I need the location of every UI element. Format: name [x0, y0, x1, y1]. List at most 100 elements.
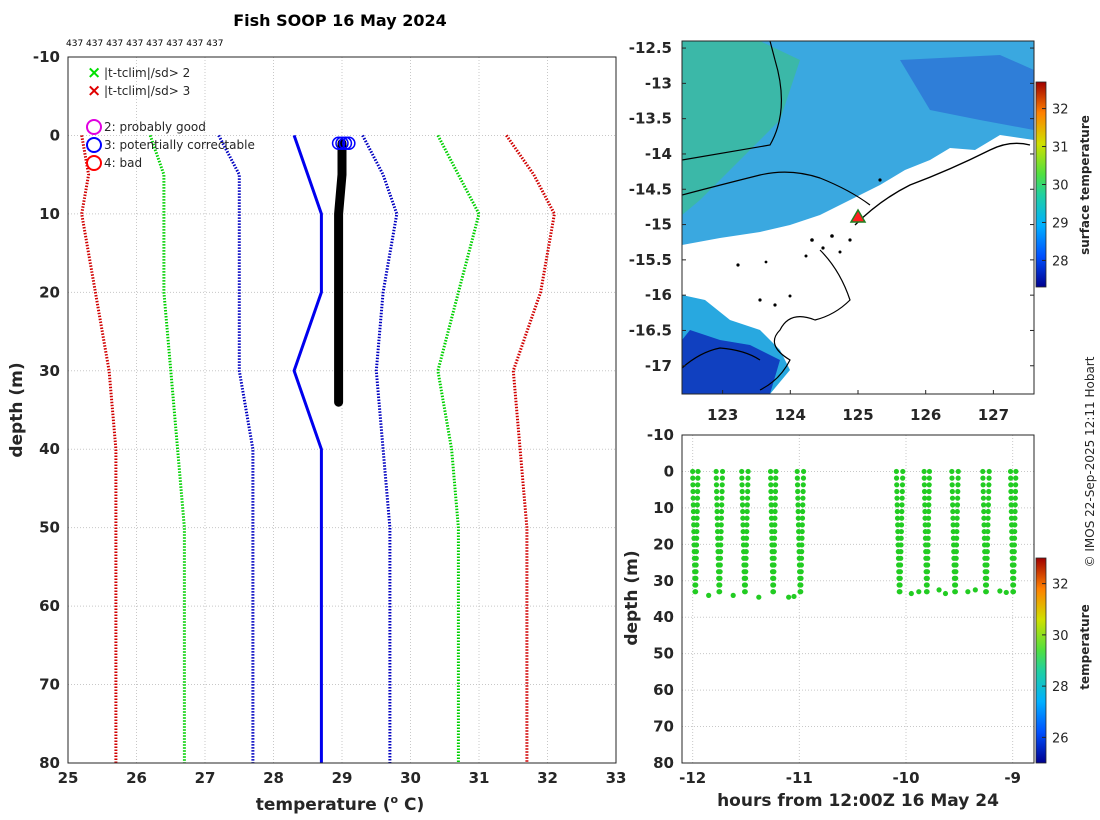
- ts-point: [954, 522, 960, 528]
- ts-point: [984, 549, 990, 555]
- ts-point: [984, 555, 990, 561]
- ts-point: [1011, 575, 1017, 581]
- ts-ytick-label: -10: [647, 426, 674, 444]
- flagged-point: [342, 136, 356, 151]
- ts-point: [985, 515, 991, 521]
- ts-point: [739, 495, 745, 501]
- ts-point: [742, 589, 748, 595]
- ts-point: [799, 535, 805, 541]
- ts-point: [955, 495, 961, 501]
- map-ytick-label: -16.5: [629, 321, 672, 339]
- ts-point: [1008, 508, 1014, 515]
- ts-point: [768, 502, 774, 508]
- ts-point: [953, 542, 960, 548]
- profile-xtick-label: 28: [263, 769, 284, 787]
- ts-point: [693, 589, 699, 595]
- profile-series-observed-profiles: [334, 138, 347, 407]
- ts-point: [985, 495, 992, 501]
- ts-point: [894, 482, 900, 488]
- ts-point: [898, 549, 904, 555]
- ts-point: [985, 508, 991, 515]
- islands: [736, 178, 882, 307]
- profile-series-clim-mean: [292, 134, 323, 763]
- ts-point: [771, 582, 777, 588]
- profile-ytick-label: 40: [39, 440, 60, 458]
- ts-point: [985, 502, 992, 508]
- ts-point: [925, 528, 931, 535]
- ts-point: [717, 575, 723, 581]
- ts-point: [719, 482, 725, 488]
- ts-point: [926, 482, 932, 488]
- ts-point: [743, 555, 749, 561]
- ts-point: [894, 488, 900, 495]
- ts-point: [801, 468, 807, 475]
- timeseries-xlabel: hours from 12:00Z 16 May 24: [717, 791, 999, 811]
- ts-point: [949, 488, 955, 495]
- map-ytick-label: -12.5: [629, 39, 672, 57]
- profile-ytick-label: -10: [33, 48, 60, 66]
- ts-point: [693, 555, 699, 561]
- ts-point: [800, 508, 806, 515]
- ts-point: [798, 575, 804, 581]
- ts-point: [1011, 569, 1017, 575]
- map-xtick-label: 126: [910, 406, 941, 424]
- ts-point: [950, 515, 956, 521]
- ts-point: [972, 587, 978, 593]
- ts-point: [898, 535, 904, 541]
- ts-point: [791, 593, 797, 600]
- ts-point: [955, 475, 961, 481]
- ts-ytick-label: 50: [653, 645, 674, 663]
- ts-point: [984, 575, 990, 581]
- ts-point: [953, 562, 959, 568]
- ts-point: [718, 522, 724, 528]
- legend-marker-label: |t-tclim|/sd> 2: [104, 66, 190, 80]
- ts-point: [1011, 555, 1017, 561]
- ts-point: [745, 468, 751, 475]
- ts-point: [921, 475, 927, 481]
- ts-point: [718, 542, 724, 548]
- ts-point: [924, 569, 931, 575]
- ts-point: [772, 522, 778, 528]
- legend-flag-label: 4: bad: [104, 156, 142, 170]
- map-ytick-label: -13: [645, 74, 672, 92]
- ts-point: [925, 515, 932, 521]
- ts-point: [773, 475, 779, 481]
- ts-point: [713, 475, 719, 481]
- ts-point: [718, 508, 725, 515]
- ts-point: [954, 528, 960, 535]
- ts-point: [718, 515, 725, 521]
- ts-point: [985, 522, 991, 528]
- sst-colorbar-ticks: 28 29 30 31 32: [1042, 103, 1069, 269]
- sst-cb-tick-label: 32: [1052, 103, 1069, 118]
- legend-flag-symbol: [86, 137, 102, 153]
- ts-point: [800, 495, 806, 501]
- ts-point: [981, 522, 987, 528]
- ts-point: [924, 589, 930, 595]
- ts-point: [1007, 468, 1014, 475]
- timeseries-axes-box: [681, 434, 1035, 764]
- ship-position-marker: [849, 208, 867, 223]
- ts-point: [799, 515, 806, 521]
- map-ytick-label: -13.5: [629, 110, 672, 128]
- ts-point: [953, 549, 959, 555]
- ts-point: [739, 482, 745, 488]
- ts-ytick-label: 40: [653, 608, 674, 626]
- ts-point: [771, 535, 778, 541]
- ts-point: [955, 488, 961, 495]
- profile-legend: × |t-tclim|/sd> 2× |t-tclim|/sd> 3 2: proba…: [86, 63, 255, 171]
- ts-point: [743, 542, 749, 548]
- profile-xlabel: temperature (o C): [256, 793, 425, 815]
- profile-lines: [80, 134, 556, 763]
- ts-point: [772, 528, 778, 535]
- ts-point: [744, 528, 750, 535]
- ts-point: [899, 515, 905, 521]
- ts-point: [768, 482, 774, 488]
- profile-series-clim-1sd: [361, 134, 399, 763]
- ts-point: [1013, 482, 1019, 488]
- ts-point: [980, 482, 986, 488]
- profile-ytick-label: 30: [39, 362, 60, 380]
- timeseries-points: [690, 468, 1019, 600]
- profile-xtick-label: 29: [332, 769, 353, 787]
- sst-cold-patch: [682, 330, 780, 394]
- ts-ytick-label: 0: [664, 462, 674, 480]
